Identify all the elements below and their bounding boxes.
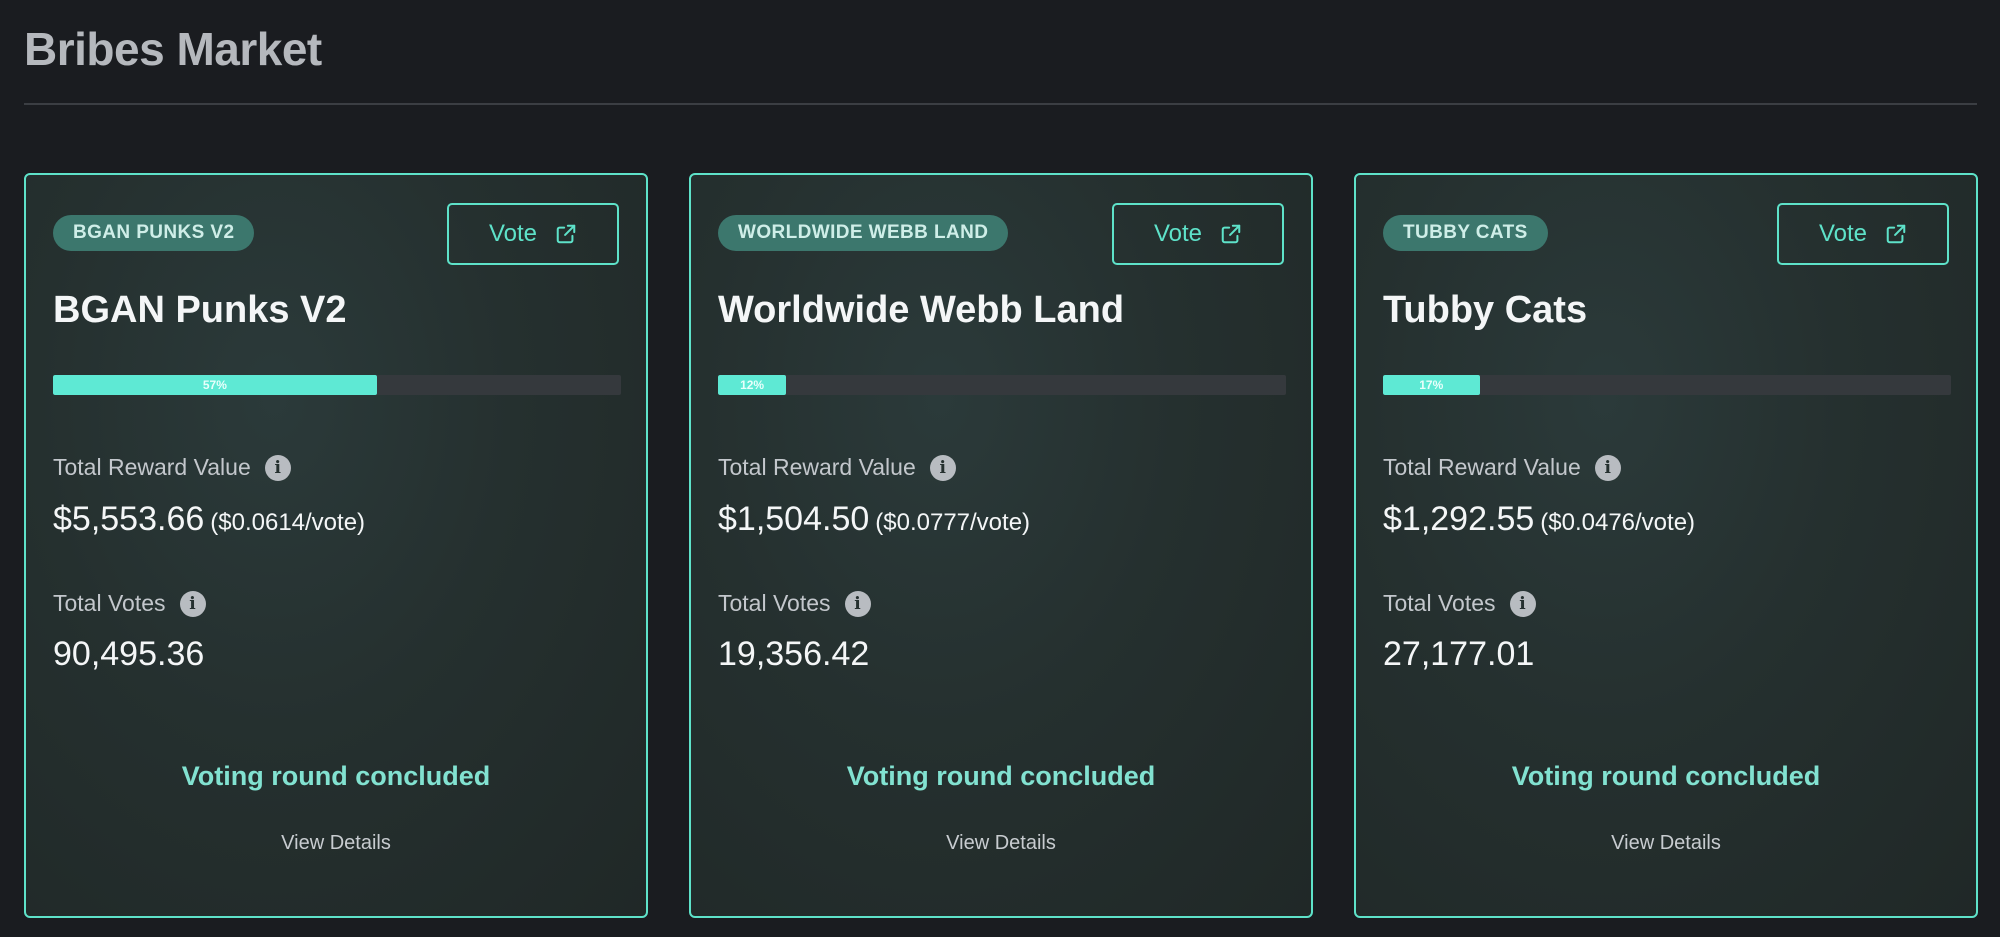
card-title: Tubby Cats xyxy=(1383,289,1588,331)
reward-label: Total Reward Value i xyxy=(718,454,956,481)
reward-label: Total Reward Value i xyxy=(53,454,291,481)
external-link-icon xyxy=(1221,224,1241,244)
external-link-icon xyxy=(556,224,576,244)
header-divider xyxy=(24,103,1977,105)
reward-total: $5,553.66 xyxy=(53,500,205,538)
view-details-link[interactable]: View Details xyxy=(1611,832,1721,854)
reward-total: $1,292.55 xyxy=(1383,500,1535,538)
vote-progress-bar: 17% xyxy=(1383,375,1951,395)
vote-button-label: Vote xyxy=(488,220,538,247)
info-icon[interactable]: i xyxy=(844,590,871,617)
collection-badge: TUBBY CATS xyxy=(1383,215,1548,251)
round-status: Voting round concluded xyxy=(846,761,1156,791)
vote-progress-fill: 57% xyxy=(53,375,377,395)
reward-value: $1,504.50 ($0.0777/vote) xyxy=(718,500,1030,539)
reward-label-text: Total Reward Value xyxy=(53,454,251,480)
info-icon[interactable]: i xyxy=(264,454,291,481)
round-status: Voting round concluded xyxy=(181,761,491,791)
votes-value: 90,495.36 xyxy=(53,635,205,673)
reward-label-text: Total Reward Value xyxy=(1383,454,1581,480)
view-details-link[interactable]: View Details xyxy=(281,832,391,854)
votes-value: 19,356.42 xyxy=(718,635,870,673)
vote-button-label: Vote xyxy=(1818,220,1868,247)
reward-label-text: Total Reward Value xyxy=(718,454,916,480)
reward-per-vote: ($0.0476/vote) xyxy=(1540,509,1696,536)
info-icon[interactable]: i xyxy=(1509,590,1536,617)
vote-progress-fill: 12% xyxy=(718,375,787,395)
collection-badge: BGAN PUNKS V2 xyxy=(53,215,255,251)
info-icon[interactable]: i xyxy=(179,590,206,617)
vote-progress-bar: 57% xyxy=(53,375,621,395)
votes-label-text: Total Votes xyxy=(718,590,831,616)
bribe-card: WORLDWIDE WEBB LAND Vote Worldwide Webb … xyxy=(689,173,1313,918)
info-icon[interactable]: i xyxy=(929,454,956,481)
collection-badge: WORLDWIDE WEBB LAND xyxy=(718,215,1009,251)
bribe-card: BGAN PUNKS V2 Vote BGAN Punks V2 57% Tot… xyxy=(24,173,648,918)
reward-per-vote: ($0.0777/vote) xyxy=(875,509,1031,536)
reward-label: Total Reward Value i xyxy=(1383,454,1621,481)
vote-progress-fill: 17% xyxy=(1383,375,1480,395)
votes-label: Total Votes i xyxy=(1383,590,1536,617)
page-title: Bribes Market xyxy=(24,23,322,75)
vote-progress-label: 12% xyxy=(740,378,765,392)
vote-progress-label: 17% xyxy=(1419,378,1444,392)
votes-label: Total Votes i xyxy=(53,590,206,617)
vote-progress-label: 57% xyxy=(202,378,227,392)
reward-per-vote: ($0.0614/vote) xyxy=(210,509,366,536)
reward-total: $1,504.50 xyxy=(718,500,870,538)
bribe-cards: BGAN PUNKS V2 Vote BGAN Punks V2 57% Tot… xyxy=(24,173,1978,918)
view-details-link[interactable]: View Details xyxy=(946,832,1056,854)
reward-value: $5,553.66 ($0.0614/vote) xyxy=(53,500,365,539)
votes-label-text: Total Votes xyxy=(53,590,166,616)
votes-label-text: Total Votes xyxy=(1383,590,1496,616)
vote-button[interactable]: Vote xyxy=(1112,203,1284,265)
round-status: Voting round concluded xyxy=(1511,761,1821,791)
votes-value: 27,177.01 xyxy=(1383,635,1535,673)
vote-button[interactable]: Vote xyxy=(447,203,619,265)
vote-button[interactable]: Vote xyxy=(1777,203,1949,265)
card-title: BGAN Punks V2 xyxy=(53,289,347,331)
vote-progress-bar: 12% xyxy=(718,375,1286,395)
bribe-card: TUBBY CATS Vote Tubby Cats 17% Total Rew… xyxy=(1354,173,1978,918)
card-title: Worldwide Webb Land xyxy=(718,289,1125,331)
votes-label: Total Votes i xyxy=(718,590,871,617)
reward-value: $1,292.55 ($0.0476/vote) xyxy=(1383,500,1695,539)
external-link-icon xyxy=(1886,224,1906,244)
vote-button-label: Vote xyxy=(1153,220,1203,247)
info-icon[interactable]: i xyxy=(1594,454,1621,481)
